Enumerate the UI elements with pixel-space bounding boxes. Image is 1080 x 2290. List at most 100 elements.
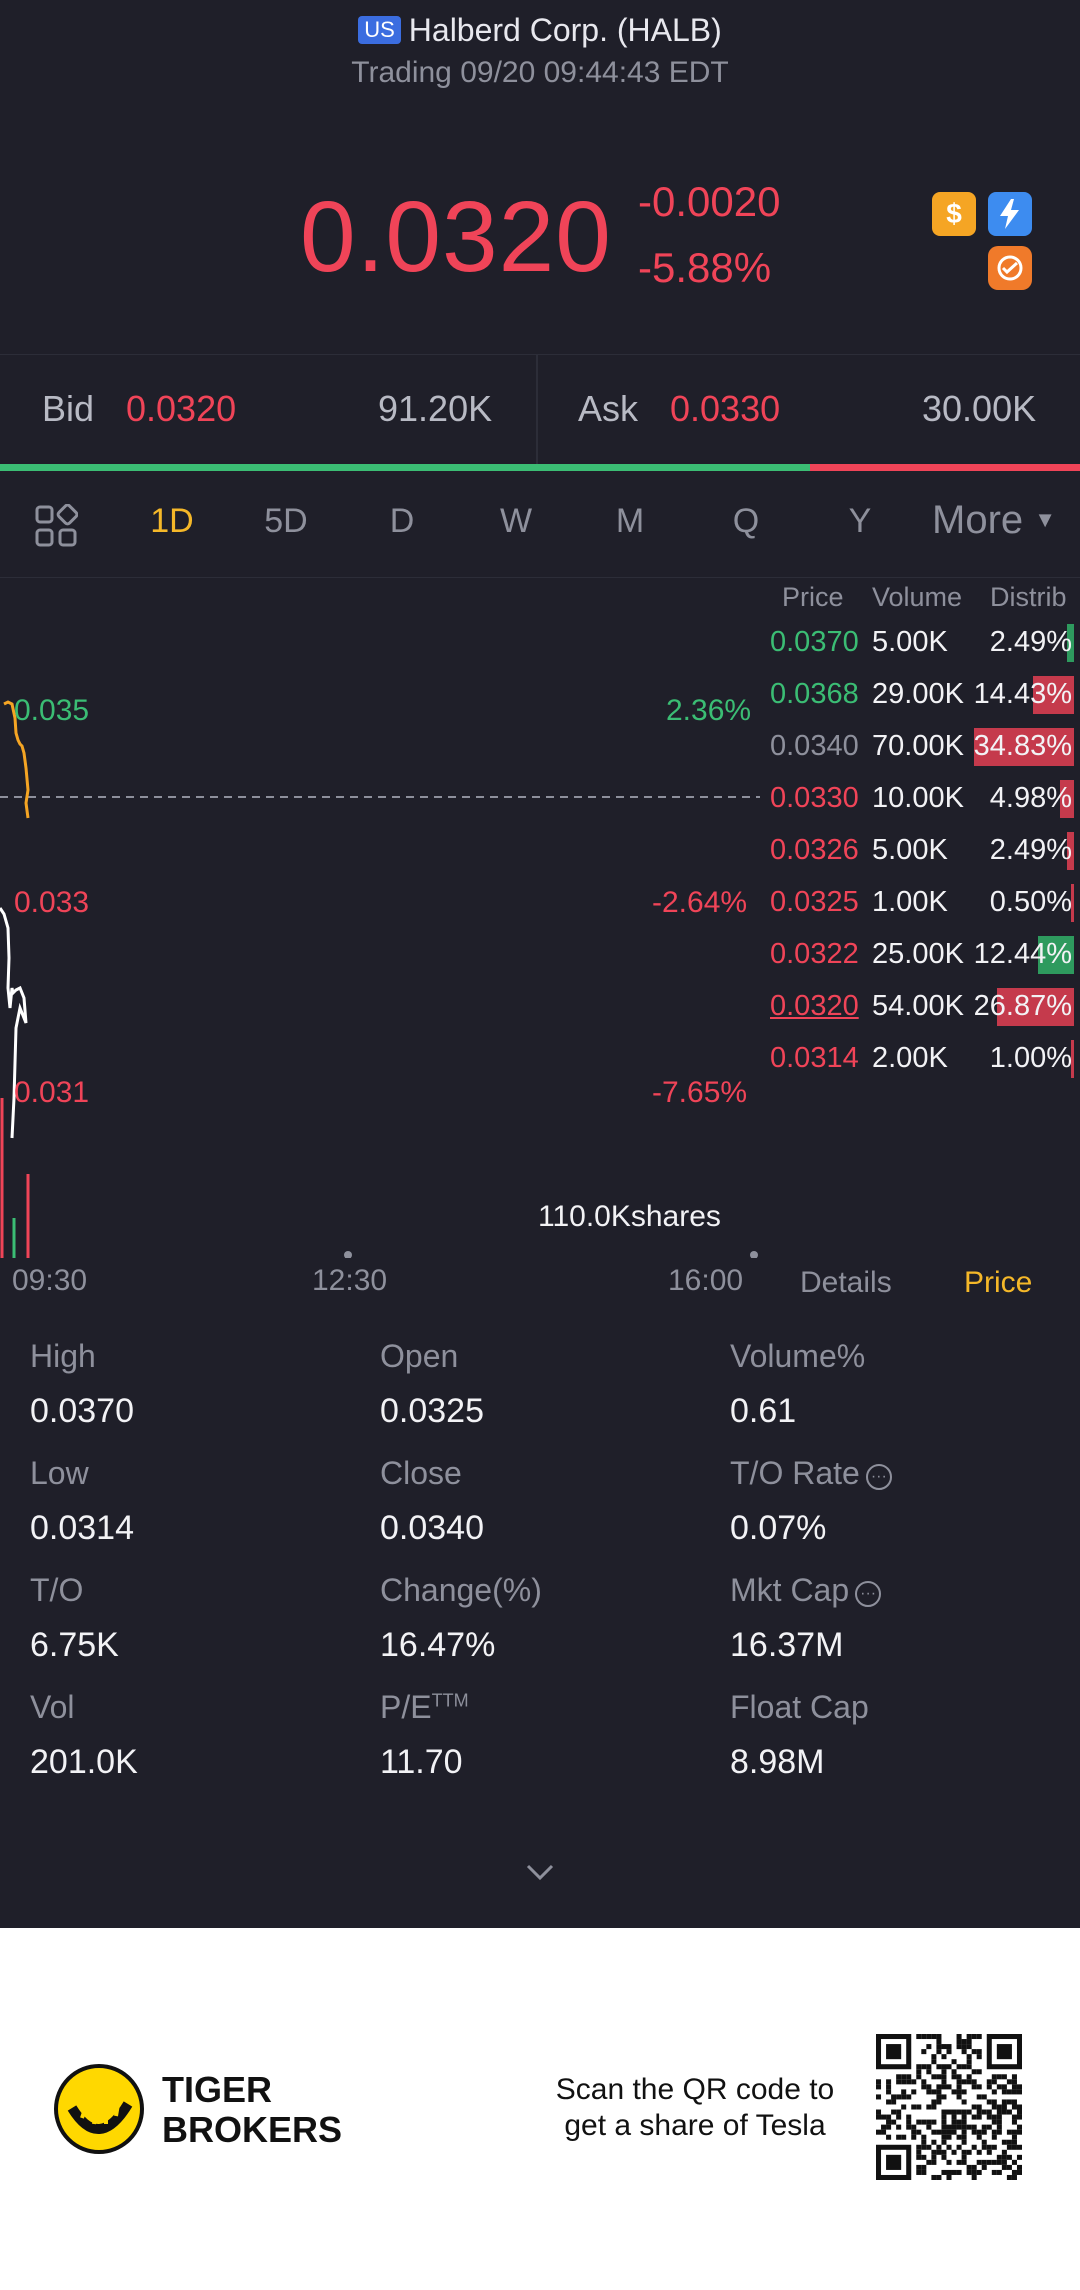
price-change: -0.0020 (638, 178, 781, 225)
brand-line1: TIGER (162, 2069, 273, 2110)
stat-label: Float Cap (730, 1689, 869, 1726)
stat-value: 0.0314 (30, 1509, 134, 1547)
dist-row: 0.0314 2.00K 1.00% (770, 1040, 1080, 1094)
stat-label-text: Vol (30, 1689, 75, 1725)
ask-strength-bar (810, 464, 1080, 471)
layout-grid-icon[interactable] (34, 503, 79, 553)
stat-label: T/O (30, 1572, 83, 1609)
dist-bar (1038, 936, 1074, 974)
dist-row: 0.0326 5.00K 2.49% (770, 832, 1080, 886)
stat-label-text: Open (380, 1338, 459, 1374)
intraday-price-line (0, 907, 28, 1139)
pct-axis-label: -2.64% (652, 886, 748, 919)
stat-value: 16.47% (380, 1626, 496, 1664)
bid-label: Bid (42, 388, 95, 429)
stat-value: 11.70 (380, 1743, 463, 1781)
stat-label-text: Float Cap (730, 1689, 869, 1725)
stat-label-text: T/O (30, 1572, 84, 1608)
dist-price: 0.0370 (770, 626, 859, 658)
dist-volume: 10.00K (872, 782, 964, 814)
dist-price: 0.0340 (770, 730, 859, 762)
dist-percent: 2.49% (989, 834, 1072, 866)
stat-label-text: Mkt Cap (730, 1572, 850, 1608)
stat-label-text: Close (380, 1455, 462, 1491)
tab-y[interactable]: Y (848, 502, 872, 540)
tab-d[interactable]: D (389, 502, 415, 540)
y-axis-label: 0.035 (14, 694, 90, 727)
more-label: More (932, 498, 1024, 542)
dist-bar (974, 728, 1074, 766)
dist-percent: 26.87% (973, 990, 1072, 1022)
dist-price: 0.0314 (770, 1042, 859, 1074)
dollar-icon[interactable]: $ (932, 192, 976, 236)
time-label: 09:30 (12, 1264, 88, 1297)
stat-value: 0.0340 (380, 1509, 484, 1547)
tab-1d[interactable]: 1D (150, 502, 194, 540)
promo-line2: get a share of Tesla (564, 2109, 826, 2142)
stat-label: Open (380, 1338, 458, 1375)
stat-label-text: Volume% (730, 1338, 866, 1374)
dist-header-distrib: Distrib (990, 582, 1067, 612)
tab-details[interactable]: Details (800, 1266, 892, 1299)
dist-percent: 2.49% (989, 626, 1072, 658)
stat-value: 8.98M (730, 1743, 825, 1781)
tab-5d[interactable]: 5D (264, 502, 308, 540)
qr-code-icon[interactable] (876, 2034, 1022, 2180)
stat-label-text: Change(%) (380, 1572, 542, 1608)
dist-bar (1067, 832, 1074, 870)
dist-percent: 1.00% (989, 1042, 1072, 1074)
last-price: 0.0320 (300, 181, 612, 293)
brand-name: TIGER BROKERS (162, 2070, 342, 2150)
flash-icon[interactable] (988, 192, 1032, 236)
dist-price: 0.0326 (770, 834, 859, 866)
time-label: 12:30 (312, 1264, 388, 1297)
stock-name: Halberd Corp. (HALB) (408, 12, 722, 48)
dist-volume: 5.00K (872, 834, 948, 866)
bid-price: 0.0320 (126, 388, 237, 429)
stat-value: 0.0325 (380, 1392, 484, 1430)
tiger-logo-icon (54, 2064, 144, 2154)
pct-axis-label: -7.65% (652, 1076, 748, 1109)
ask-price: 0.0330 (670, 388, 781, 429)
more-tab[interactable]: More ▼ (932, 498, 1056, 543)
time-marker-dot (344, 1251, 352, 1258)
dist-volume: 2.00K (872, 1042, 948, 1074)
info-icon[interactable]: ··· (855, 1581, 882, 1607)
dist-volume: 70.00K (872, 730, 964, 762)
promo-line1: Scan the QR code to (555, 2073, 835, 2106)
triangle-down-icon: ▼ (1034, 507, 1057, 532)
stat-label: Vol (30, 1689, 74, 1726)
dist-row: 0.0322 25.00K 12.44% (770, 936, 1080, 990)
stat-label-text: T/O Rate (730, 1455, 860, 1491)
volume-label: 110.0Kshares (538, 1200, 721, 1233)
dist-percent: 34.83% (973, 730, 1072, 762)
intraday-chart[interactable] (0, 578, 760, 1258)
chevron-down-icon[interactable] (522, 1860, 558, 1889)
dist-bar (1060, 780, 1074, 818)
period-tabs (0, 471, 1080, 578)
stock-title: US Halberd Corp. (HALB) (0, 12, 1080, 49)
dist-bar (1033, 676, 1074, 714)
dist-percent: 4.98% (989, 782, 1072, 814)
tab-w[interactable]: W (499, 502, 533, 540)
info-icon[interactable]: ··· (865, 1464, 892, 1490)
tab-price[interactable]: Price (964, 1266, 1033, 1299)
time-label: 16:00 (668, 1264, 744, 1297)
price-change-percent: -5.88% (638, 244, 772, 291)
y-axis-label: 0.033 (14, 886, 90, 919)
tab-q[interactable]: Q (732, 502, 760, 540)
market-badge: US (358, 16, 401, 44)
dist-header-price: Price (782, 582, 844, 612)
ask-size: 30.00K (922, 388, 1037, 429)
dist-volume: 29.00K (872, 678, 964, 710)
dist-percent: 0.50% (989, 886, 1072, 918)
dist-price: 0.0330 (770, 782, 859, 814)
brand-line2: BROKERS (162, 2109, 343, 2150)
dist-row: 0.0330 10.00K 4.98% (770, 780, 1080, 834)
option-icon[interactable] (988, 246, 1032, 290)
y-axis-label: 0.031 (14, 1076, 90, 1109)
dist-price: 0.0322 (770, 938, 859, 970)
tab-m[interactable]: M (615, 502, 645, 540)
quote-screen (0, 0, 1080, 1928)
time-marker-dot (750, 1251, 758, 1258)
